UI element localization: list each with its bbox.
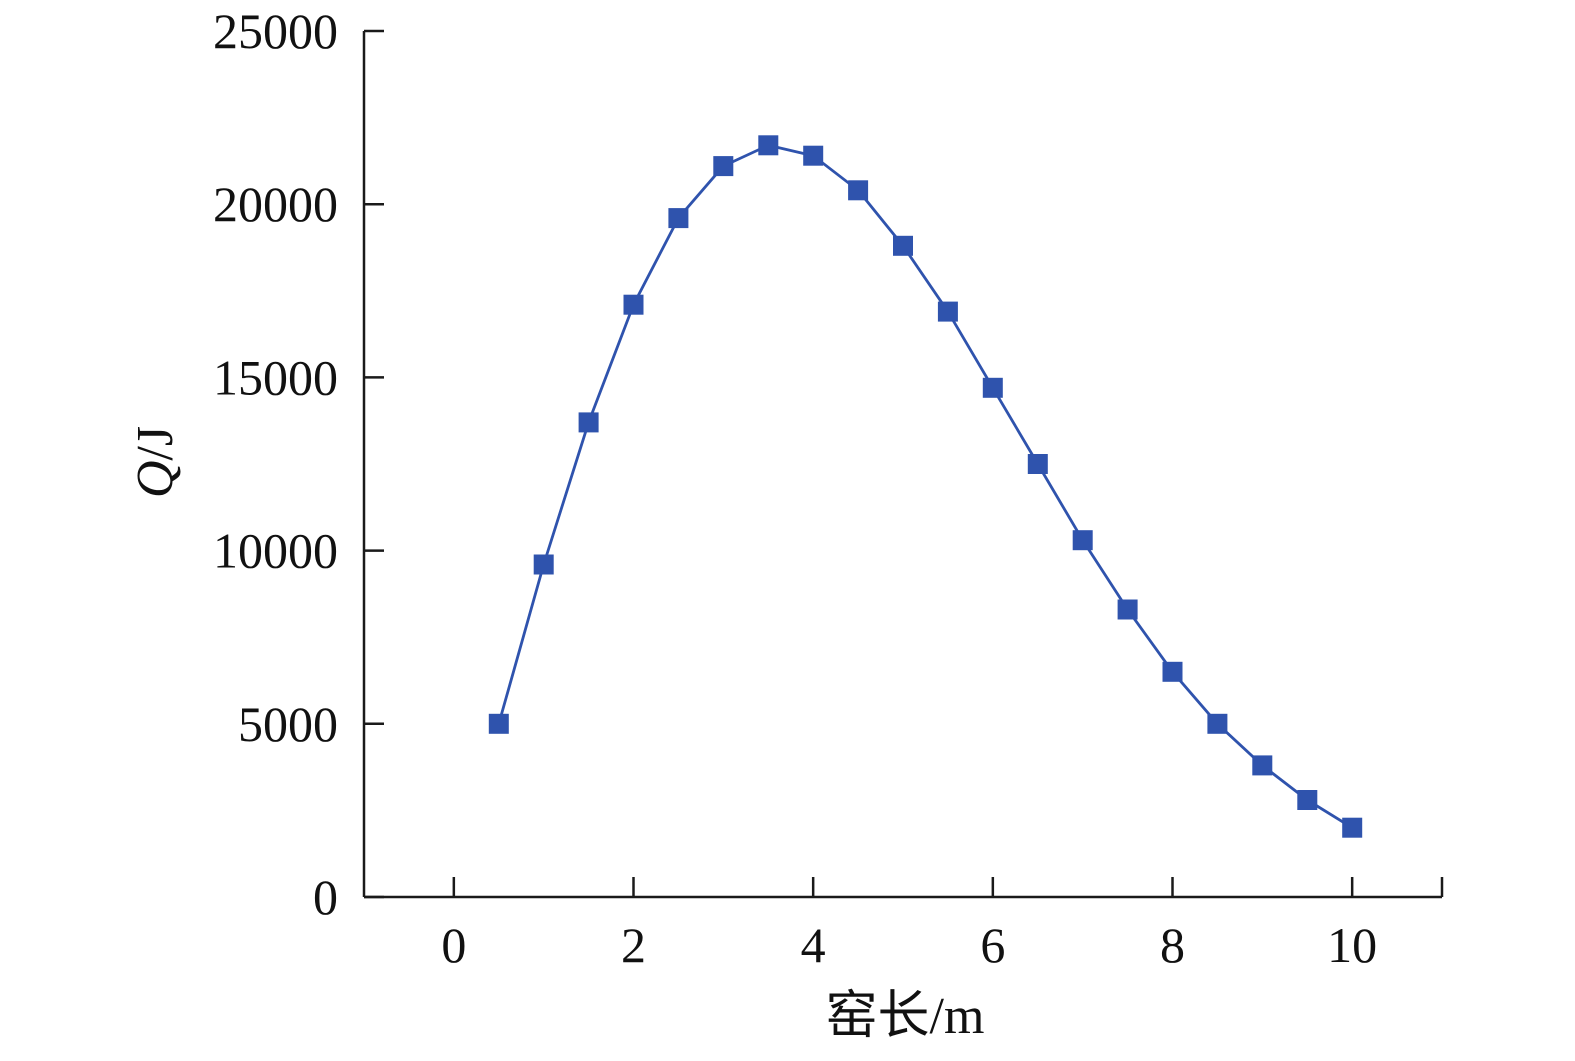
data-point-marker xyxy=(713,156,734,177)
y-tick-label: 25000 xyxy=(213,3,338,59)
data-point-marker xyxy=(937,301,958,322)
data-point-marker xyxy=(1072,530,1093,551)
data-point-marker xyxy=(803,145,824,166)
data-point-marker xyxy=(488,713,509,734)
data-point-marker xyxy=(758,135,779,156)
series-layer xyxy=(488,135,1363,838)
x-tick-label: 2 xyxy=(621,917,646,973)
data-point-marker xyxy=(623,294,644,315)
y-axis-label: Q/J xyxy=(127,426,184,498)
data-point-marker xyxy=(982,377,1003,398)
data-point-marker xyxy=(1342,817,1363,838)
data-point-marker xyxy=(1117,599,1138,620)
x-tick-label: 8 xyxy=(1160,917,1185,973)
y-tick-label: 15000 xyxy=(213,349,338,405)
data-point-marker xyxy=(533,554,554,575)
x-tick-label: 6 xyxy=(980,917,1005,973)
x-tick-label: 10 xyxy=(1327,917,1377,973)
x-tick-label: 0 xyxy=(441,917,466,973)
data-point-marker xyxy=(668,208,689,229)
data-point-marker xyxy=(1207,713,1228,734)
x-tick-label: 4 xyxy=(801,917,826,973)
x-axis-label: 窑长/m xyxy=(826,988,985,1045)
data-point-marker xyxy=(893,235,913,256)
data-point-marker xyxy=(1297,790,1318,810)
data-point-marker xyxy=(1252,755,1273,776)
y-tick-label: 20000 xyxy=(213,176,338,232)
data-point-marker xyxy=(848,180,869,201)
y-tick-label: 5000 xyxy=(238,696,338,752)
labels-layer: 窑长/m Q/J xyxy=(127,426,984,1045)
y-axis-label-symbol: Q xyxy=(127,461,184,499)
data-point-marker xyxy=(578,412,599,433)
data-point-marker xyxy=(1162,661,1183,682)
y-axis-label-unit: /J xyxy=(127,426,184,461)
axes: 0 5000 10000 15000 20000 25000 0 2 4 6 8 10 xyxy=(213,3,1444,973)
data-point-marker xyxy=(1027,454,1048,474)
y-tick-label: 10000 xyxy=(213,523,338,579)
y-tick-label: 0 xyxy=(313,869,338,925)
